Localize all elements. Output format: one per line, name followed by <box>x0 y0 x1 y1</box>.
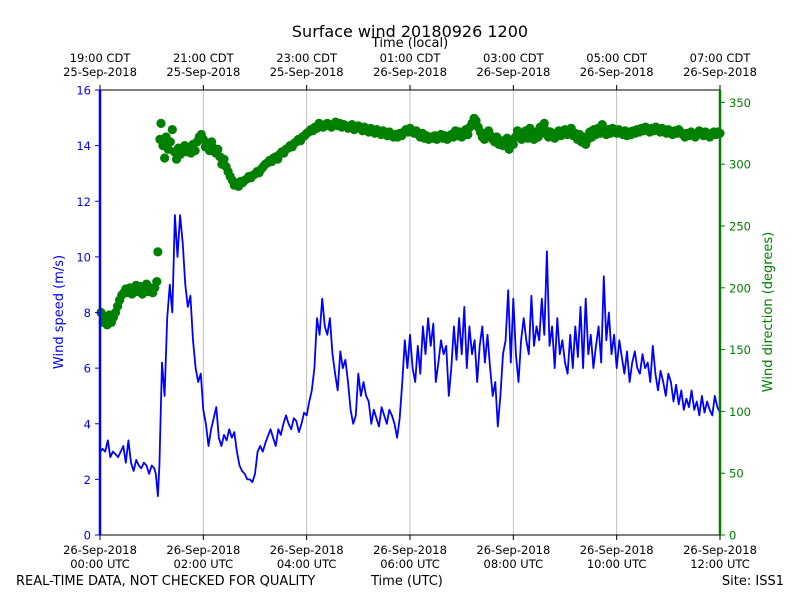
left-tick-label: 4 <box>84 417 91 431</box>
left-tick-label: 10 <box>76 250 91 264</box>
top-tick-time: 01:00 CDT <box>380 51 442 65</box>
left-tick-label: 12 <box>76 195 91 209</box>
wind-direction-point <box>463 129 473 140</box>
left-tick-label: 16 <box>76 84 91 98</box>
grid-lines <box>202 90 618 535</box>
right-axis-ticks: 0 50 100 150 200 250 300 350 <box>720 96 751 543</box>
wind-direction-point <box>508 139 518 149</box>
right-axis-label: Wind direction (degrees) <box>761 232 776 392</box>
bottom-tick-date: 26-Sep-2018 <box>683 543 757 557</box>
wind-direction-point <box>219 154 229 164</box>
left-axis-label: Wind speed (m/s) <box>52 255 67 369</box>
top-tick-date: 25-Sep-2018 <box>166 65 240 79</box>
left-tick-label: 14 <box>76 139 91 153</box>
wind-direction-point <box>213 144 223 154</box>
right-tick-label: 150 <box>729 343 751 357</box>
bottom-tick-time: 04:00 UTC <box>277 557 337 571</box>
bottom-tick-time: 10:00 UTC <box>587 557 647 571</box>
right-tick-label: 50 <box>729 467 744 481</box>
top-tick-date: 26-Sep-2018 <box>683 65 757 79</box>
right-tick-label: 0 <box>729 529 736 543</box>
wind-direction-series <box>96 113 725 330</box>
top-tick-time: 21:00 CDT <box>173 51 235 65</box>
wind-direction-point <box>165 137 175 147</box>
quality-disclaimer: REAL-TIME DATA, NOT CHECKED FOR QUALITY <box>16 574 316 589</box>
top-tick-date: 25-Sep-2018 <box>63 65 137 79</box>
bottom-tick-date: 26-Sep-2018 <box>63 543 137 557</box>
top-tick-date: 26-Sep-2018 <box>476 65 550 79</box>
wind-direction-point <box>152 277 162 287</box>
right-tick-label: 300 <box>729 158 751 172</box>
top-tick-date: 25-Sep-2018 <box>270 65 344 79</box>
bottom-tick-time: 00:00 UTC <box>70 557 130 571</box>
left-axis-ticks: 0 2 4 6 8 10 12 14 16 <box>76 84 100 543</box>
wind-direction-point <box>167 125 177 135</box>
bottom-tick-date: 26-Sep-2018 <box>476 543 550 557</box>
wind-direction-point <box>539 118 549 128</box>
wind-speed-line <box>99 214 721 497</box>
top-tick-time: 05:00 CDT <box>586 51 648 65</box>
wind-direction-point <box>160 153 170 163</box>
bottom-tick-time: 08:00 UTC <box>484 557 544 571</box>
bottom-tick-date: 26-Sep-2018 <box>373 543 447 557</box>
bottom-tick-time: 02:00 UTC <box>174 557 234 571</box>
top-tick-date: 26-Sep-2018 <box>580 65 654 79</box>
site-label: Site: ISS1 <box>721 574 784 589</box>
left-tick-label: 0 <box>84 529 91 543</box>
right-tick-label: 350 <box>729 96 751 110</box>
top-tick-time: 03:00 CDT <box>483 51 545 65</box>
right-tick-label: 250 <box>729 219 751 233</box>
bottom-tick-date: 26-Sep-2018 <box>580 543 654 557</box>
top-tick-time: 19:00 CDT <box>70 51 132 65</box>
wind-direction-point <box>156 118 166 128</box>
top-tick-time: 23:00 CDT <box>276 51 338 65</box>
bottom-tick-time: 12:00 UTC <box>690 557 750 571</box>
chart-title: Surface wind 20180926 1200 <box>292 22 528 41</box>
bottom-tick-date: 26-Sep-2018 <box>166 543 240 557</box>
right-tick-label: 100 <box>729 405 751 419</box>
left-tick-label: 8 <box>84 306 91 320</box>
right-tick-label: 200 <box>729 281 751 295</box>
wind-direction-point <box>190 146 200 156</box>
top-tick-time: 07:00 CDT <box>690 51 752 65</box>
top-axis-title: Time (local) <box>371 36 448 51</box>
top-tick-date: 26-Sep-2018 <box>373 65 447 79</box>
bottom-tick-date: 26-Sep-2018 <box>270 543 344 557</box>
bottom-tick-time: 06:00 UTC <box>380 557 440 571</box>
wind-direction-point <box>153 247 163 257</box>
left-tick-label: 6 <box>84 362 91 376</box>
left-tick-label: 2 <box>84 473 91 487</box>
x-axis-label: Time (UTC) <box>371 574 443 589</box>
